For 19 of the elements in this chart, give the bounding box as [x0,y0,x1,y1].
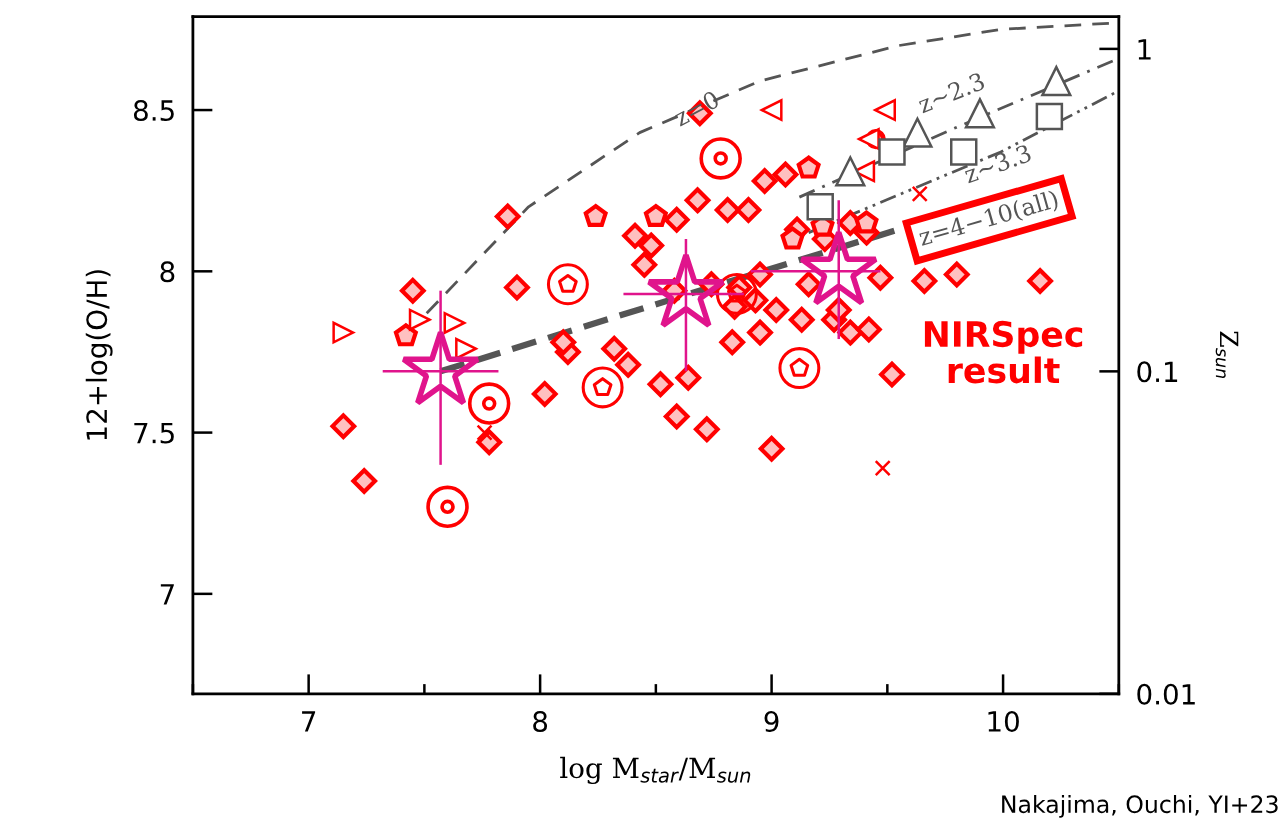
annotation: z~3.3 [962,143,1032,184]
annotation: z~2.3 [916,71,986,114]
y2-tick-label: 0.01 [1137,683,1195,705]
y-tick-label: 7 [160,584,174,605]
y-axis-title: 12+log(O/H) [85,270,113,440]
x-tick-label: 9 [764,711,779,733]
x-tick-label: 8 [533,711,548,733]
y2-tick-label: 1 [1138,39,1151,60]
annotation: z=0 [672,89,721,127]
y-tick-label: 8.5 [133,99,174,121]
y2-tick-label: 0.1 [1137,361,1178,383]
x-tick-label: 10 [988,711,1019,733]
text: Nakajima, Ouchi, YI+23 [1002,794,1278,818]
y-tick-label: 7.5 [134,422,174,444]
x-tick-label: 7 [302,711,316,732]
x-axis-title: log M$_{star}$/M$_{sun}$ [560,756,751,785]
y2-axis-title: Z$_{sun}$ [1215,331,1239,379]
y-tick-label: 8 [160,261,175,283]
annotation: NIRSpec result [924,320,1083,384]
